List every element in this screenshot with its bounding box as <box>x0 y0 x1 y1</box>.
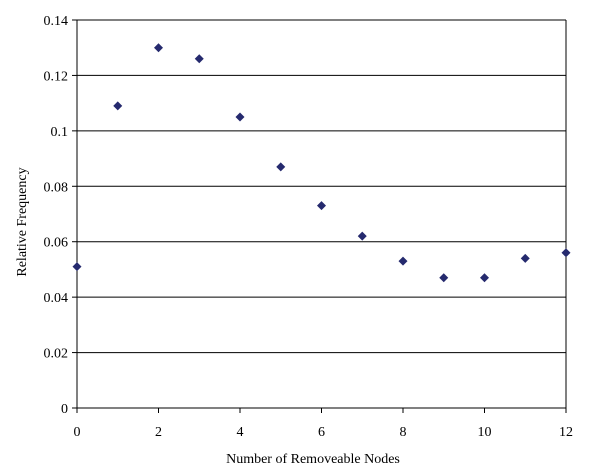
y-tick-label: 0.08 <box>44 180 69 195</box>
x-axis-label: Number of Removeable Nodes <box>226 452 400 467</box>
data-point <box>520 253 530 263</box>
data-point <box>276 162 286 172</box>
x-tick-labels: 0 2 4 6 8 10 12 <box>74 425 574 440</box>
y-tick-labels: 0 0.02 0.04 0.06 0.08 0.1 0.12 0.14 <box>44 14 69 417</box>
y-axis-label: Relative Frequency <box>15 167 30 276</box>
data-point <box>439 273 449 283</box>
data-point <box>357 231 367 241</box>
gridlines <box>77 19 566 354</box>
y-tick-label: 0.02 <box>44 347 69 362</box>
data-point <box>113 101 123 111</box>
x-tick-label: 10 <box>478 425 492 440</box>
x-tick-label: 0 <box>74 425 81 440</box>
x-tick-label: 2 <box>155 425 162 440</box>
y-tick-label: 0.1 <box>51 125 69 140</box>
data-point <box>72 262 82 272</box>
data-point <box>480 273 489 283</box>
data-point <box>235 112 245 122</box>
x-tick-label: 8 <box>400 425 407 440</box>
data-point <box>194 54 204 64</box>
x-tick-label: 6 <box>318 425 325 440</box>
y-tick-label: 0 <box>61 402 68 417</box>
data-point <box>317 201 326 211</box>
data-point <box>154 43 163 53</box>
y-tick-label: 0.14 <box>44 14 69 29</box>
data-points <box>72 43 571 283</box>
y-tick-label: 0.12 <box>44 69 69 84</box>
y-tick-label: 0.04 <box>44 291 69 306</box>
data-point <box>561 248 571 258</box>
x-tick-label: 4 <box>237 425 244 440</box>
x-tick-label: 12 <box>559 425 573 440</box>
y-tick-label: 0.06 <box>44 236 69 251</box>
data-point <box>398 256 408 266</box>
axes <box>72 19 567 413</box>
